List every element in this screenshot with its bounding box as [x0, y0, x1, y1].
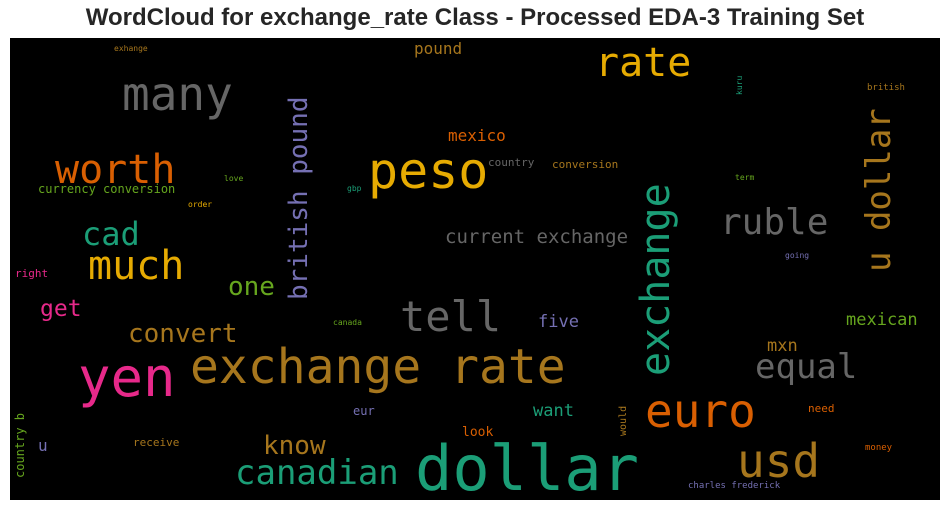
- word-currency-conversion: currency conversion: [38, 182, 176, 196]
- word-eur: eur: [353, 404, 375, 418]
- word-term: term: [735, 173, 755, 182]
- word-tell: tell: [400, 292, 502, 341]
- word-love: love: [224, 174, 244, 183]
- word-country-b: country b: [13, 412, 27, 478]
- word-cad: cad: [82, 215, 140, 253]
- word-country: country: [488, 156, 535, 169]
- word-order: order: [188, 200, 213, 209]
- word-peso: peso: [368, 142, 489, 200]
- word-mxn: mxn: [767, 336, 798, 356]
- wordcloud-canvas: dollar yen exchange rate peso many rate …: [10, 38, 940, 500]
- word-five: five: [538, 312, 579, 332]
- word-usd: usd: [737, 434, 821, 488]
- chart-title: WordCloud for exchange_rate Class - Proc…: [85, 4, 865, 31]
- word-want: want: [533, 401, 574, 421]
- word-conversion: conversion: [552, 158, 619, 171]
- word-euro: euro: [645, 384, 756, 438]
- word-money: money: [865, 443, 893, 453]
- word-exhange: exhange: [114, 44, 148, 53]
- word-charles-frederick: charles frederick: [688, 481, 781, 491]
- word-canada: canada: [333, 318, 362, 327]
- word-dollar: dollar: [415, 432, 639, 500]
- word-yen: yen: [78, 346, 176, 409]
- word-u-dollar: u dollar: [859, 108, 899, 272]
- word-equal: equal: [755, 347, 858, 387]
- word-ruble: ruble: [720, 202, 829, 243]
- word-mexican: mexican: [846, 310, 918, 330]
- word-need: need: [808, 402, 835, 415]
- word-kuru: kuru: [735, 75, 744, 95]
- word-much: much: [88, 243, 185, 289]
- word-convert: convert: [128, 319, 238, 349]
- word-rate: rate: [595, 40, 692, 86]
- word-british-pound: british pound: [284, 96, 314, 301]
- word-receive: receive: [133, 436, 180, 449]
- word-know: know: [263, 431, 326, 461]
- word-gbp: gbp: [347, 184, 362, 193]
- word-one: one: [228, 272, 275, 302]
- word-exchange-vertical: exchange: [633, 183, 679, 376]
- word-british: british: [867, 83, 905, 93]
- word-pound: pound: [414, 39, 463, 58]
- word-many: many: [122, 67, 233, 121]
- word-canadian: canadian: [235, 453, 399, 493]
- word-exchange-rate: exchange rate: [190, 339, 566, 395]
- word-right: right: [15, 267, 49, 280]
- word-mexico: mexico: [448, 126, 506, 145]
- word-worth: worth: [55, 147, 176, 193]
- word-u: u: [38, 436, 48, 455]
- word-get: get: [40, 296, 82, 322]
- word-current-exchange: current exchange: [445, 226, 629, 248]
- word-look: look: [462, 425, 494, 440]
- word-would: would: [618, 405, 629, 436]
- word-going: going: [785, 251, 810, 260]
